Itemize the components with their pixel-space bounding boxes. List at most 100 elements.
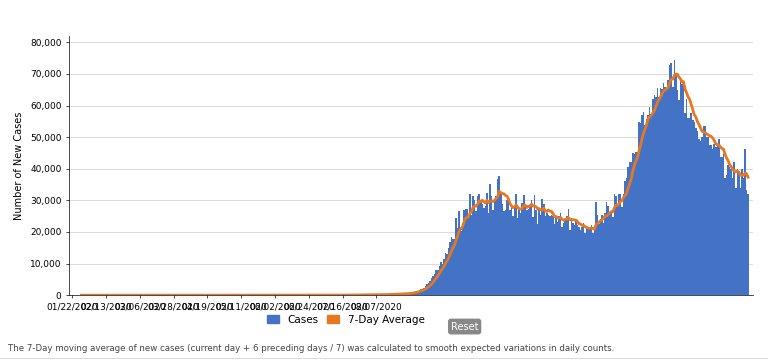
Bar bbox=[724, 178, 726, 295]
Bar bbox=[700, 141, 701, 295]
Bar bbox=[737, 168, 738, 295]
Bar bbox=[727, 165, 729, 295]
Bar bbox=[695, 128, 697, 295]
Bar bbox=[654, 95, 655, 295]
Bar bbox=[589, 229, 591, 295]
Bar bbox=[517, 218, 518, 295]
Bar bbox=[666, 88, 667, 295]
Bar bbox=[735, 188, 737, 295]
Bar bbox=[396, 294, 397, 295]
Bar bbox=[521, 203, 523, 295]
Bar bbox=[391, 294, 392, 295]
Bar bbox=[440, 262, 442, 295]
Bar bbox=[503, 211, 505, 295]
Bar bbox=[526, 210, 528, 295]
Y-axis label: Number of New Cases: Number of New Cases bbox=[15, 111, 25, 220]
Bar bbox=[452, 239, 454, 295]
Legend: Cases, 7-Day Average: Cases, 7-Day Average bbox=[263, 311, 428, 328]
Bar bbox=[468, 218, 469, 295]
Bar bbox=[515, 194, 517, 295]
Bar bbox=[683, 85, 684, 295]
Bar bbox=[738, 172, 740, 295]
Text: The 7-Day moving average of new cases (current day + 6 preceding days / 7) was c: The 7-Day moving average of new cases (c… bbox=[8, 344, 614, 353]
Bar bbox=[732, 178, 733, 295]
Bar bbox=[650, 114, 652, 295]
Bar bbox=[721, 157, 723, 295]
Bar bbox=[495, 196, 497, 295]
Bar bbox=[545, 216, 546, 295]
Bar bbox=[485, 206, 486, 295]
Bar bbox=[709, 145, 710, 295]
Bar bbox=[400, 294, 402, 295]
Bar bbox=[435, 270, 437, 295]
Bar bbox=[694, 122, 695, 295]
Bar bbox=[514, 207, 515, 295]
Bar bbox=[743, 178, 744, 295]
Bar bbox=[406, 293, 408, 295]
Bar bbox=[477, 195, 478, 295]
Bar bbox=[747, 194, 749, 295]
Bar bbox=[449, 242, 451, 295]
Bar bbox=[657, 88, 658, 295]
Bar bbox=[663, 83, 664, 295]
Bar bbox=[604, 213, 606, 295]
Bar bbox=[549, 216, 551, 295]
Bar bbox=[409, 293, 411, 295]
Bar bbox=[465, 209, 466, 295]
Bar bbox=[623, 194, 624, 295]
Bar bbox=[730, 169, 732, 295]
Bar bbox=[412, 292, 414, 295]
Bar bbox=[574, 225, 575, 295]
Bar bbox=[535, 210, 537, 295]
Bar bbox=[385, 294, 386, 295]
Bar bbox=[624, 181, 626, 295]
Bar bbox=[488, 213, 489, 295]
Bar bbox=[443, 259, 445, 295]
Bar bbox=[678, 100, 680, 295]
Bar bbox=[498, 176, 500, 295]
Bar bbox=[717, 146, 718, 295]
Bar bbox=[566, 216, 568, 295]
Bar bbox=[690, 113, 692, 295]
Bar bbox=[701, 137, 703, 295]
Bar bbox=[439, 266, 440, 295]
Bar bbox=[703, 126, 704, 295]
Bar bbox=[432, 276, 434, 295]
Bar bbox=[512, 216, 514, 295]
Bar bbox=[537, 224, 538, 295]
Bar bbox=[603, 223, 604, 295]
Bar bbox=[620, 194, 621, 295]
Bar bbox=[715, 147, 717, 295]
Bar bbox=[635, 152, 637, 295]
Bar bbox=[471, 215, 472, 295]
Bar bbox=[420, 289, 422, 295]
Bar bbox=[555, 216, 557, 295]
Bar bbox=[454, 239, 455, 295]
Bar bbox=[660, 88, 661, 295]
Bar bbox=[606, 202, 607, 295]
Bar bbox=[529, 207, 531, 295]
Bar bbox=[687, 118, 689, 295]
Bar bbox=[643, 112, 644, 295]
Bar bbox=[664, 86, 666, 295]
Bar bbox=[644, 125, 646, 295]
Bar bbox=[629, 162, 631, 295]
Bar bbox=[506, 200, 508, 295]
Bar bbox=[462, 223, 463, 295]
Bar bbox=[652, 99, 654, 295]
Bar bbox=[627, 167, 629, 295]
Bar bbox=[697, 131, 698, 295]
Bar bbox=[486, 193, 488, 295]
Bar bbox=[463, 210, 465, 295]
Bar bbox=[402, 294, 403, 295]
Bar bbox=[631, 162, 632, 295]
Bar bbox=[713, 144, 715, 295]
Bar bbox=[698, 139, 700, 295]
Bar bbox=[399, 294, 400, 295]
Bar bbox=[601, 215, 603, 295]
Bar bbox=[583, 223, 584, 295]
Bar bbox=[638, 122, 640, 295]
Bar bbox=[647, 115, 649, 295]
Bar bbox=[497, 179, 498, 295]
Bar bbox=[572, 223, 574, 295]
